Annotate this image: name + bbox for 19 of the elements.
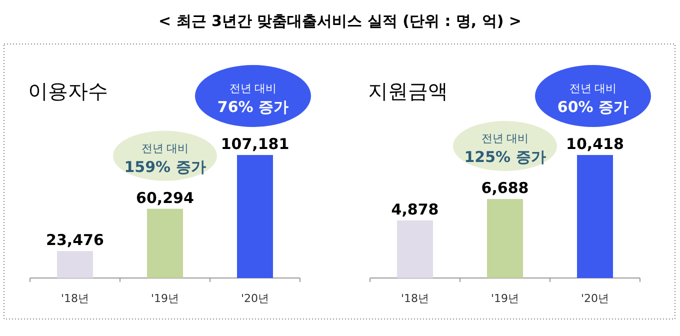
x-tick-label: '20년 <box>580 292 610 305</box>
x-tick-label: '19년 <box>490 292 520 305</box>
data-label: 60,294 <box>136 188 194 207</box>
annotation: 전년 대비 159% 증가 <box>124 142 206 176</box>
x-tick-label: '18년 <box>400 292 430 305</box>
annotation: 전년 대비 125% 증가 <box>464 132 546 166</box>
data-label: 107,181 <box>220 135 290 153</box>
x-tick-label: '18년 <box>60 292 90 305</box>
text: 전년 대비 60% 증가 <box>557 82 629 116</box>
x-tick-label: '20년 <box>240 292 270 305</box>
data-label: 4,878 <box>391 200 439 218</box>
text: < 최근 3년간 맞춤대출서비스 실적 (단위 : 명, 억) > <box>158 12 522 30</box>
x-tick-label: '19년 <box>150 292 180 305</box>
chart-subtitle: 지원금액 <box>368 79 448 103</box>
data-label: 10,418 <box>566 135 624 153</box>
data-label: 23,476 <box>46 231 104 250</box>
chart-subtitle: 이용자수 <box>28 79 108 103</box>
data-label: 6,688 <box>481 179 529 198</box>
text: 전년 대비 76% 증가 <box>217 82 289 116</box>
